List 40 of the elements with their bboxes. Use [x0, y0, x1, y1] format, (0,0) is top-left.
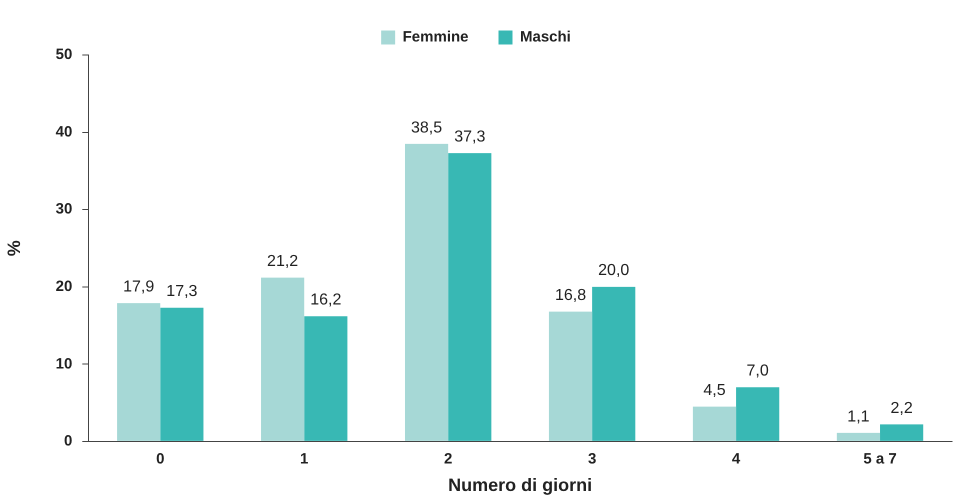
data-label: 17,9: [123, 278, 154, 296]
data-label: 16,8: [554, 286, 586, 304]
bar: [692, 406, 736, 441]
x-tick-label: 0: [156, 450, 164, 468]
data-label: 38,5: [411, 119, 442, 136]
data-label: 17,3: [166, 283, 198, 300]
data-label: 21,2: [267, 252, 298, 270]
data-label: 1,1: [847, 408, 870, 426]
data-label: 4,5: [703, 382, 726, 400]
x-axis-title: Numero di giorni: [448, 475, 592, 496]
bar: [448, 153, 492, 441]
y-axis-title: %: [4, 240, 24, 256]
bar: [548, 312, 592, 441]
x-tick-label: 2: [444, 450, 452, 468]
bar: [592, 286, 636, 441]
bar: [261, 278, 304, 441]
data-label: 2,2: [890, 400, 913, 417]
y-tick-label: 0: [64, 432, 72, 450]
bar: [304, 316, 348, 441]
x-tick-label: 4: [732, 450, 741, 468]
y-tick-label: 40: [56, 123, 72, 140]
bar: [880, 424, 924, 441]
legend-label: Maschi: [520, 28, 571, 46]
data-label: 16,2: [310, 292, 342, 309]
x-tick-label: 3: [588, 450, 596, 468]
x-tick-label: 5 a 7: [863, 450, 897, 468]
bar: [117, 303, 160, 441]
bar: [736, 387, 780, 441]
bar: [160, 308, 204, 441]
data-label: 37,3: [454, 128, 486, 146]
bar: [836, 432, 880, 441]
data-label: 20,0: [598, 262, 630, 280]
x-tick-label: 1: [300, 450, 308, 468]
y-tick-label: 10: [56, 355, 72, 372]
data-label: 7,0: [746, 362, 769, 380]
legend-label: Femmine: [402, 28, 469, 46]
bar: [404, 144, 448, 441]
y-tick-label: 50: [56, 46, 72, 64]
y-tick-label: 30: [56, 200, 72, 218]
y-tick-label: 20: [56, 278, 72, 295]
